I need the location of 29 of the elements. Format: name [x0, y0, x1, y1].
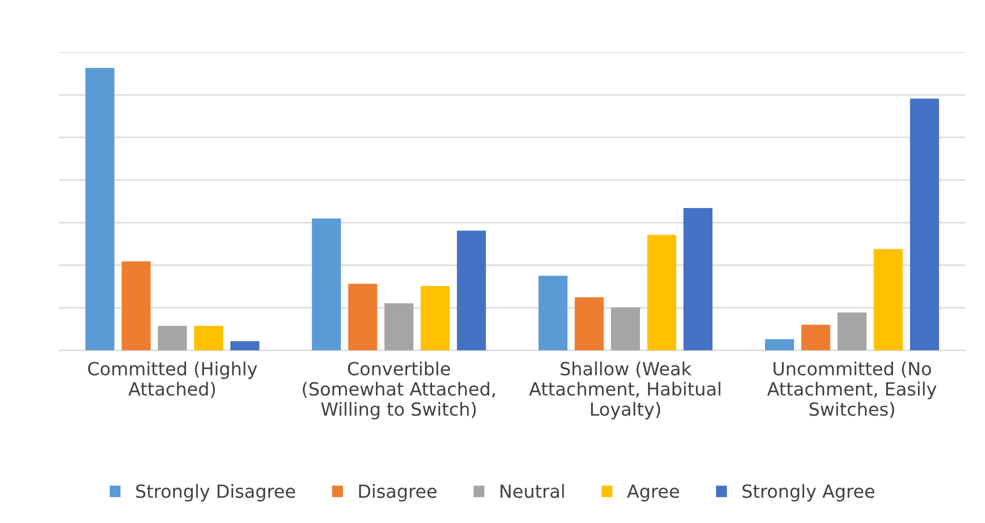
bar: [574, 297, 604, 350]
bar: [384, 303, 414, 350]
bar: [158, 326, 187, 350]
bar: [874, 248, 903, 350]
bar: [230, 341, 260, 350]
bar: [312, 218, 341, 350]
bar: [838, 312, 867, 350]
bar: [538, 276, 568, 350]
bar: [765, 339, 794, 350]
legend-label: Strongly Disagree: [136, 484, 296, 502]
x-tick-label: Shallow (Weak Attachment, Habitual Loyalty): [529, 362, 720, 420]
legend-label: Agree: [627, 484, 679, 502]
bar: [647, 234, 676, 350]
bar: [122, 261, 151, 350]
legend-label: Neutral: [500, 484, 564, 498]
x-tick-label: Convertible (Somewhat Attached, Willing to Switch): [302, 362, 495, 420]
bar: [610, 307, 640, 350]
x-tick-label: Uncommitted (No Attachment, Easily Switches): [767, 362, 936, 418]
x-tick-label: Committed (Highly Attached): [88, 362, 258, 398]
bar: [683, 208, 712, 350]
bar: [456, 230, 486, 350]
bar: [348, 284, 378, 350]
bar: [910, 98, 940, 350]
legend-label: Disagree: [359, 484, 437, 502]
legend-label: Strongly Agree: [742, 484, 874, 502]
bar: [194, 326, 224, 350]
bar: [85, 68, 114, 350]
bar: [420, 286, 450, 350]
bar: [801, 324, 830, 350]
